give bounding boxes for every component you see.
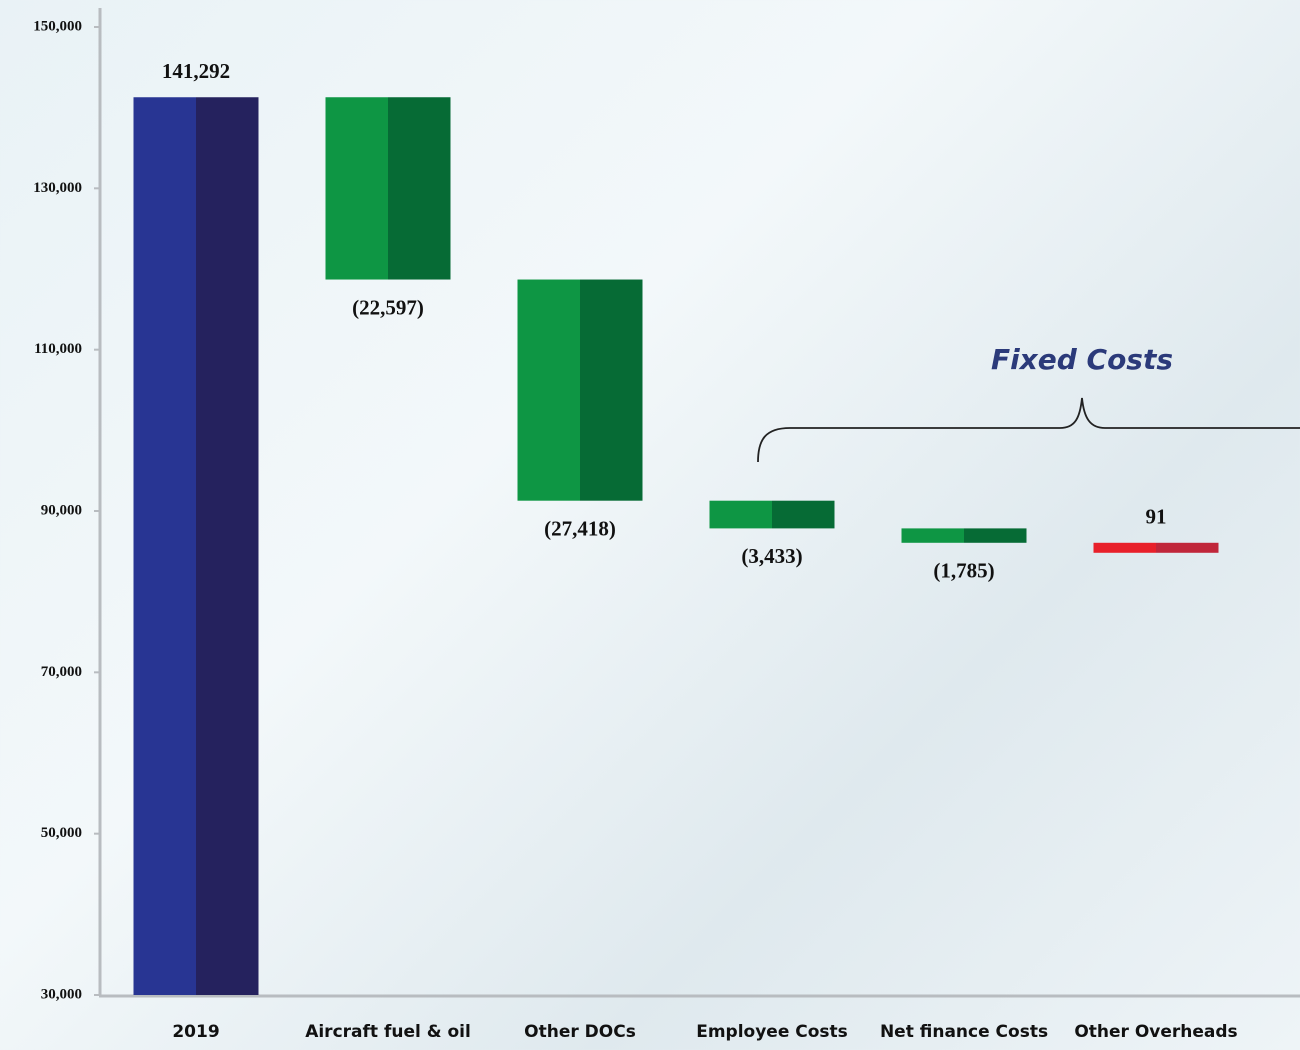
value-label: 141,292 <box>162 59 230 83</box>
y-tick-label: 70,000 <box>41 664 82 680</box>
bar <box>1093 542 1219 553</box>
y-tick-label: 110,000 <box>34 341 82 357</box>
x-tick-label: Aircraft fuel & oil <box>305 1022 471 1042</box>
bar <box>709 500 835 529</box>
value-label: (3,433) <box>741 544 802 568</box>
y-tick-label: 90,000 <box>41 502 82 518</box>
bar <box>517 279 643 501</box>
bar <box>133 97 259 996</box>
y-tick-label: 130,000 <box>33 180 82 196</box>
value-label: (22,597) <box>352 295 424 319</box>
value-label: (1,785) <box>933 559 994 583</box>
bar <box>325 97 451 280</box>
x-tick-label: Other DOCs <box>524 1022 636 1042</box>
y-tick-label: 150,000 <box>33 18 82 34</box>
x-tick-label: 2019 <box>172 1022 219 1042</box>
y-tick-label: 50,000 <box>41 825 82 841</box>
bar <box>901 528 1027 543</box>
y-tick-label: 30,000 <box>41 986 82 1002</box>
value-label: (27,418) <box>544 517 616 541</box>
x-tick-label: Net finance Costs <box>880 1022 1048 1042</box>
annotation: Fixed Costs <box>991 343 1173 376</box>
x-tick-label: Other Overheads <box>1074 1022 1237 1042</box>
brace <box>757 397 1300 463</box>
x-tick-label: Employee Costs <box>696 1022 848 1042</box>
value-label: 91 <box>1146 505 1167 529</box>
